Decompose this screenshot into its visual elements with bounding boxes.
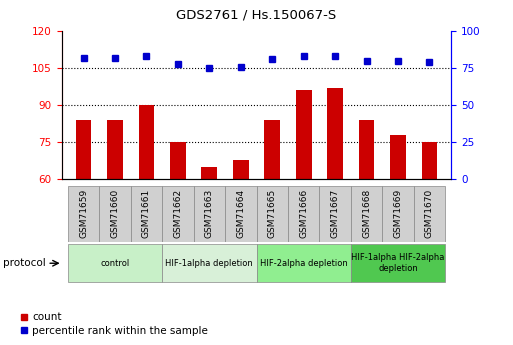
Bar xyxy=(225,186,256,242)
Bar xyxy=(390,135,406,179)
Text: HIF-1alpha HIF-2alpha
depletion: HIF-1alpha HIF-2alpha depletion xyxy=(351,253,445,273)
Bar xyxy=(264,120,280,179)
Bar xyxy=(100,186,131,242)
Text: GDS2761 / Hs.150067-S: GDS2761 / Hs.150067-S xyxy=(176,9,337,22)
Text: GSM71659: GSM71659 xyxy=(79,189,88,238)
Text: GSM71666: GSM71666 xyxy=(299,189,308,238)
Bar xyxy=(327,88,343,179)
Bar xyxy=(422,142,437,179)
Text: HIF-1alpha depletion: HIF-1alpha depletion xyxy=(166,258,253,268)
Bar xyxy=(170,142,186,179)
Text: GSM71670: GSM71670 xyxy=(425,189,434,238)
Bar xyxy=(256,186,288,242)
Bar xyxy=(162,186,193,242)
Bar xyxy=(68,244,162,283)
Bar xyxy=(202,167,217,179)
Bar xyxy=(256,244,351,283)
Text: GSM71663: GSM71663 xyxy=(205,189,214,238)
Bar xyxy=(288,186,320,242)
Bar xyxy=(107,120,123,179)
Text: GSM71669: GSM71669 xyxy=(393,189,403,238)
Bar xyxy=(413,186,445,242)
Text: control: control xyxy=(101,258,130,268)
Bar xyxy=(296,90,311,179)
Bar xyxy=(193,186,225,242)
Bar xyxy=(139,105,154,179)
Bar xyxy=(76,120,91,179)
Bar xyxy=(68,186,100,242)
Text: GSM71667: GSM71667 xyxy=(330,189,340,238)
Bar xyxy=(351,244,445,283)
Text: HIF-2alpha depletion: HIF-2alpha depletion xyxy=(260,258,347,268)
Bar xyxy=(233,160,249,179)
Bar xyxy=(359,120,374,179)
Text: GSM71665: GSM71665 xyxy=(268,189,277,238)
Bar xyxy=(162,244,256,283)
Bar xyxy=(320,186,351,242)
Text: GSM71662: GSM71662 xyxy=(173,189,183,238)
Text: GSM71661: GSM71661 xyxy=(142,189,151,238)
Text: protocol: protocol xyxy=(3,258,45,268)
Text: GSM71668: GSM71668 xyxy=(362,189,371,238)
Text: GSM71660: GSM71660 xyxy=(110,189,120,238)
Bar xyxy=(382,186,413,242)
Text: GSM71664: GSM71664 xyxy=(236,189,245,238)
Legend: count, percentile rank within the sample: count, percentile rank within the sample xyxy=(15,308,212,340)
Bar xyxy=(131,186,162,242)
Bar xyxy=(351,186,382,242)
